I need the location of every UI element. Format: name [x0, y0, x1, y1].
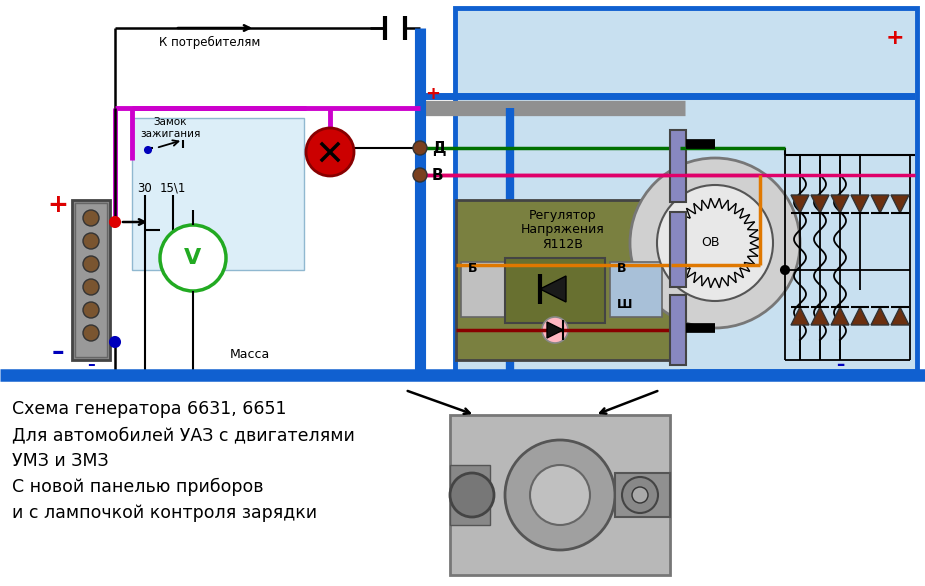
Text: Схема генератора 6631, 6651: Схема генератора 6631, 6651 — [12, 400, 287, 418]
Text: Для автомобилей УАЗ с двигателями: Для автомобилей УАЗ с двигателями — [12, 426, 355, 444]
Polygon shape — [831, 307, 849, 325]
Text: В: В — [432, 168, 444, 182]
Circle shape — [160, 225, 226, 291]
Text: 30: 30 — [138, 182, 153, 195]
Polygon shape — [891, 307, 909, 325]
Polygon shape — [540, 276, 566, 302]
Text: +: + — [47, 193, 68, 217]
Circle shape — [110, 217, 120, 227]
Polygon shape — [871, 307, 889, 325]
Circle shape — [83, 233, 99, 249]
Text: УМЗ и ЗМЗ: УМЗ и ЗМЗ — [12, 452, 108, 470]
Circle shape — [530, 465, 590, 525]
Text: –: – — [836, 356, 845, 374]
Circle shape — [413, 168, 427, 182]
Bar — [132, 118, 304, 270]
Circle shape — [83, 325, 99, 341]
Circle shape — [505, 440, 615, 550]
Bar — [670, 130, 686, 202]
Text: 15\1: 15\1 — [160, 182, 186, 195]
Bar — [670, 295, 686, 365]
Circle shape — [657, 185, 773, 301]
Bar — [505, 258, 605, 323]
Circle shape — [622, 477, 658, 513]
Circle shape — [450, 473, 494, 517]
Polygon shape — [851, 195, 869, 213]
Circle shape — [781, 266, 789, 274]
Circle shape — [83, 256, 99, 272]
Bar — [450, 415, 670, 575]
Circle shape — [110, 337, 120, 347]
Circle shape — [632, 487, 648, 503]
Bar — [615, 473, 670, 517]
Polygon shape — [851, 307, 869, 325]
Polygon shape — [791, 195, 809, 213]
Polygon shape — [791, 307, 809, 325]
Bar — [72, 200, 110, 360]
Text: ОВ: ОВ — [701, 237, 720, 250]
Text: Замок
зажигания: Замок зажигания — [140, 117, 200, 139]
Text: С новой панелью приборов: С новой панелью приборов — [12, 478, 264, 496]
Polygon shape — [871, 195, 889, 213]
Text: Регулятор
Напряжения
Я112В: Регулятор Напряжения Я112В — [521, 209, 605, 251]
Bar — [450, 465, 490, 525]
Polygon shape — [811, 195, 829, 213]
Circle shape — [630, 158, 800, 328]
Text: Масса: Масса — [230, 349, 270, 362]
Text: –: – — [87, 357, 95, 373]
Circle shape — [83, 279, 99, 295]
Polygon shape — [547, 322, 563, 338]
Circle shape — [145, 147, 151, 153]
Text: Б: Б — [468, 261, 477, 274]
Circle shape — [83, 210, 99, 226]
Polygon shape — [811, 307, 829, 325]
Text: +: + — [425, 85, 440, 103]
Circle shape — [413, 141, 427, 155]
Bar — [455, 8, 917, 378]
Bar — [610, 262, 662, 317]
Text: Ш: Ш — [617, 298, 633, 312]
Polygon shape — [891, 195, 909, 213]
Bar — [461, 262, 516, 317]
Circle shape — [306, 128, 354, 176]
Text: –: – — [52, 340, 65, 364]
Bar — [456, 200, 671, 360]
Text: Д: Д — [432, 141, 446, 155]
Text: К потребителям: К потребителям — [159, 36, 261, 49]
Text: В: В — [617, 261, 626, 274]
Text: и с лампочкой контроля зарядки: и с лампочкой контроля зарядки — [12, 504, 317, 522]
Text: +: + — [886, 28, 905, 48]
Polygon shape — [831, 195, 849, 213]
Bar — [75, 203, 107, 357]
Circle shape — [542, 317, 568, 343]
Bar — [670, 212, 686, 287]
Text: V: V — [184, 248, 202, 268]
Circle shape — [83, 302, 99, 318]
